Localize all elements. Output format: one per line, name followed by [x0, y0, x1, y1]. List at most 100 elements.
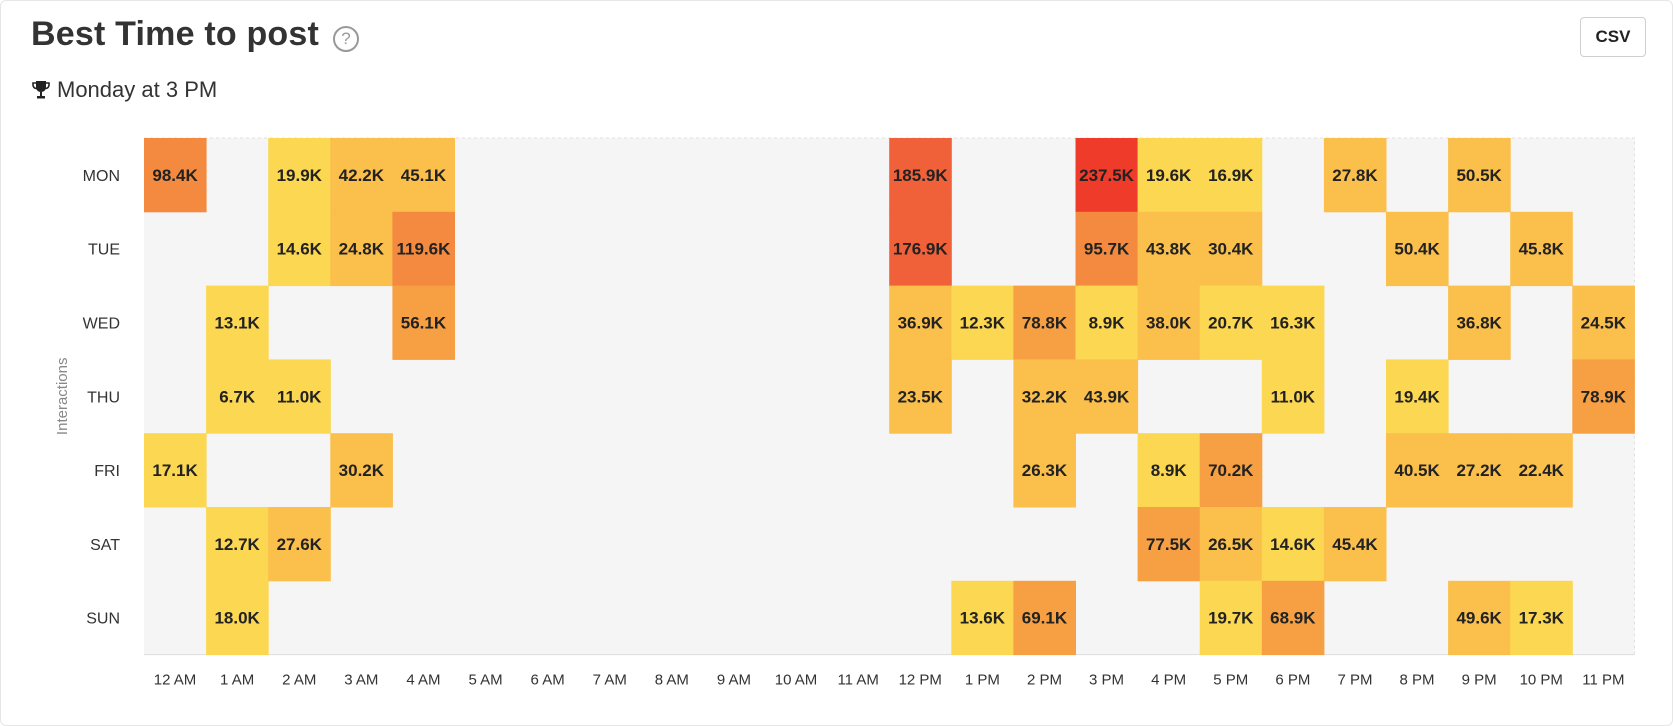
- heatmap-cell[interactable]: [889, 359, 952, 434]
- day-label: SUN: [86, 611, 120, 628]
- cell-value-label: 70.2K: [1208, 461, 1254, 480]
- hour-label: 8 AM: [655, 672, 689, 689]
- cell-value-label: 95.7K: [1084, 240, 1130, 259]
- heatmap-cell[interactable]: [1199, 580, 1263, 656]
- hour-label: 7 AM: [593, 672, 627, 689]
- hour-label: 12 PM: [899, 672, 942, 689]
- heatmap-cell[interactable]: [1137, 138, 1201, 213]
- heatmap-cell[interactable]: [268, 211, 331, 287]
- hour-label: 3 PM: [1089, 672, 1124, 689]
- heatmap-cell[interactable]: [330, 433, 393, 508]
- heatmap-cell[interactable]: [1448, 580, 1511, 656]
- heatmap-cell[interactable]: [1075, 138, 1139, 213]
- cell-value-label: 13.6K: [960, 609, 1006, 628]
- heatmap-cell[interactable]: [1199, 285, 1263, 360]
- heatmap-cell[interactable]: [951, 285, 1014, 360]
- heatmap-cell[interactable]: [1199, 433, 1263, 508]
- heatmap-cell[interactable]: [1448, 433, 1511, 508]
- heatmap-cell[interactable]: [1386, 211, 1449, 287]
- cell-value-label: 24.5K: [1581, 314, 1627, 333]
- cell-value-label: 43.9K: [1084, 387, 1130, 406]
- help-icon[interactable]: ?: [333, 26, 359, 52]
- heatmap-cell[interactable]: [1510, 433, 1573, 508]
- heatmap-cell[interactable]: [206, 285, 269, 360]
- cell-value-label: 119.6K: [397, 240, 452, 259]
- heatmap-cell[interactable]: [1386, 359, 1449, 434]
- heatmap-cell[interactable]: [392, 211, 455, 287]
- heatmap-cell[interactable]: [1448, 285, 1511, 360]
- cell-value-label: 77.5K: [1146, 535, 1192, 554]
- cell-value-label: 19.4K: [1394, 387, 1440, 406]
- heatmap-cell[interactable]: [1386, 433, 1449, 508]
- heatmap-cell[interactable]: [1261, 285, 1325, 360]
- hour-label: 6 PM: [1275, 672, 1310, 689]
- heatmap-cell[interactable]: [1510, 580, 1573, 656]
- heatmap-cell[interactable]: [1199, 507, 1263, 582]
- heatmap-cell[interactable]: [889, 285, 952, 360]
- heatmap-cell[interactable]: [144, 138, 207, 213]
- cell-value-label: 98.4K: [152, 166, 198, 185]
- csv-export-button[interactable]: CSV: [1580, 17, 1646, 57]
- trophy-icon: [32, 81, 50, 99]
- cell-value-label: 176.9K: [893, 240, 949, 259]
- heatmap-cell[interactable]: [1013, 359, 1076, 434]
- heatmap-cell[interactable]: [1075, 211, 1139, 287]
- cell-value-label: 43.8K: [1146, 240, 1192, 259]
- heatmap-cell[interactable]: [1572, 285, 1635, 360]
- cell-value-label: 22.4K: [1519, 461, 1565, 480]
- heatmap-cell[interactable]: [889, 211, 952, 287]
- heatmap-cell[interactable]: [1075, 359, 1139, 434]
- heatmap-cell[interactable]: [1137, 507, 1201, 582]
- hour-label: 5 PM: [1213, 672, 1248, 689]
- heatmap-cell[interactable]: [1510, 211, 1573, 287]
- day-label: WED: [83, 316, 120, 333]
- heatmap-cell[interactable]: [1199, 211, 1263, 287]
- cell-value-label: 18.0K: [214, 609, 260, 628]
- cell-value-label: 11.0K: [277, 387, 322, 406]
- heatmap-cell[interactable]: [1323, 507, 1387, 582]
- heatmap-cell[interactable]: [1013, 285, 1076, 360]
- heatmap-cell[interactable]: [1572, 359, 1635, 434]
- cell-value-label: 26.3K: [1022, 461, 1068, 480]
- heatmap-cell[interactable]: [1199, 138, 1263, 213]
- hour-label: 2 PM: [1027, 672, 1062, 689]
- hour-label: 3 AM: [344, 672, 378, 689]
- heatmap-cell[interactable]: [392, 285, 455, 360]
- heatmap-cell[interactable]: [392, 138, 455, 213]
- cell-value-label: 237.5K: [1079, 166, 1135, 185]
- hour-label: 2 AM: [282, 672, 316, 689]
- cell-value-label: 30.2K: [339, 461, 385, 480]
- cell-value-label: 27.2K: [1456, 461, 1502, 480]
- heatmap-cell[interactable]: [206, 507, 269, 582]
- cell-value-label: 42.2K: [339, 166, 385, 185]
- heatmap-cell[interactable]: [1261, 359, 1325, 434]
- cell-value-label: 12.7K: [214, 535, 260, 554]
- day-label: TUE: [88, 242, 120, 259]
- heatmap-cell[interactable]: [268, 138, 331, 213]
- hour-label: 12 AM: [154, 672, 197, 689]
- heatmap-cell[interactable]: [268, 359, 331, 434]
- heatmap-cell[interactable]: [889, 138, 952, 213]
- heatmap-cell[interactable]: [206, 580, 269, 656]
- heatmap-cell[interactable]: [330, 211, 393, 287]
- heatmap-cell[interactable]: [1323, 138, 1387, 213]
- heatmap-cell[interactable]: [1075, 285, 1139, 360]
- heatmap-cell[interactable]: [268, 507, 331, 582]
- heatmap-cell[interactable]: [206, 359, 269, 434]
- heatmap-cell[interactable]: [330, 138, 393, 213]
- heatmap-cell[interactable]: [1013, 580, 1076, 656]
- heatmap-cell[interactable]: [1261, 580, 1325, 656]
- hour-label: 10 PM: [1520, 672, 1563, 689]
- heatmap-cell[interactable]: [951, 580, 1014, 656]
- heatmap-cell[interactable]: [1448, 138, 1511, 213]
- cell-value-label: 17.3K: [1519, 609, 1565, 628]
- heatmap-cell[interactable]: [144, 433, 207, 508]
- heatmap-cell[interactable]: [1137, 433, 1201, 508]
- heatmap-cell[interactable]: [1137, 211, 1201, 287]
- cell-value-label: 45.4K: [1332, 535, 1378, 554]
- heatmap-cell[interactable]: [1261, 507, 1325, 582]
- heatmap-cell[interactable]: [1137, 285, 1201, 360]
- heatmap-cell[interactable]: [1013, 433, 1076, 508]
- page-title: Best Time to post: [31, 15, 320, 53]
